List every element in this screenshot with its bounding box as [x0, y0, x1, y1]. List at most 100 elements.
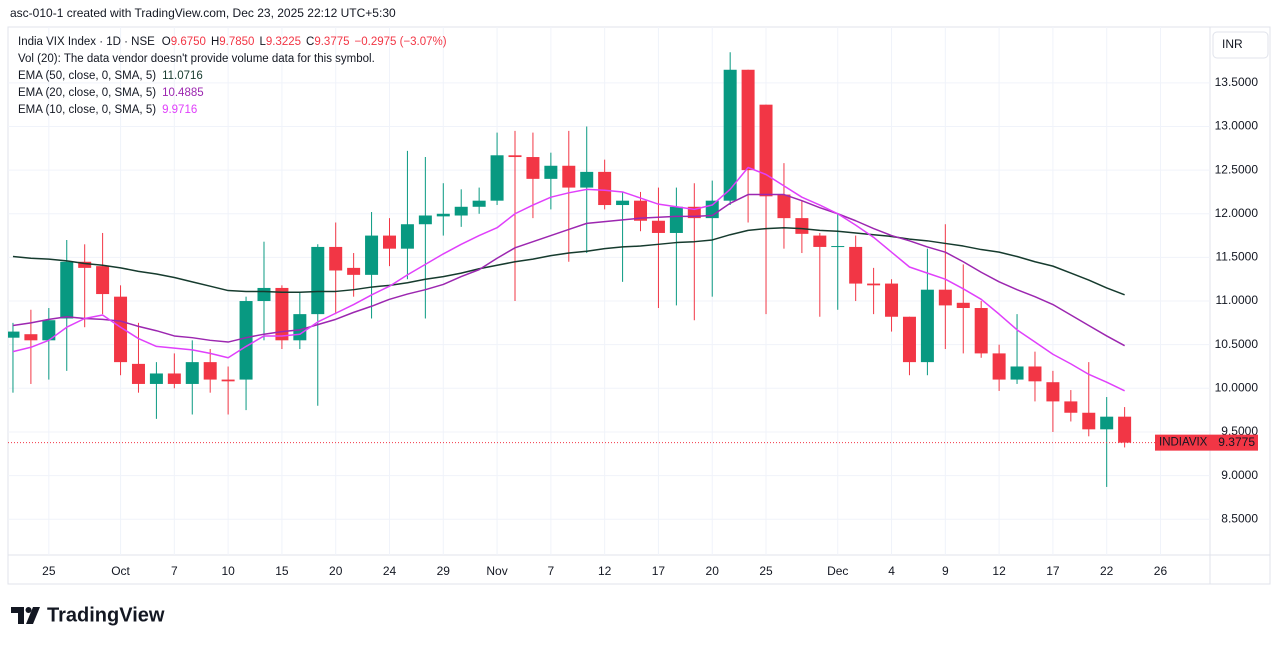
x-tick-label: Nov [486, 564, 507, 578]
candle-body [454, 206, 468, 216]
candle-body [114, 296, 128, 363]
candle-body [347, 267, 361, 275]
volume-note: Vol (20): The data vendor doesn't provid… [18, 53, 375, 65]
candle-body [867, 283, 881, 286]
candle-body [365, 235, 379, 275]
candle-body [777, 194, 791, 219]
ohlc-label: O [162, 36, 171, 48]
legend-value: 9.9716 [162, 104, 197, 116]
logo-text: TradingView [47, 604, 165, 626]
y-tick-label: 9.0000 [1221, 468, 1258, 482]
candle-body [1100, 416, 1114, 430]
candle-body [616, 200, 630, 206]
candle-body [78, 261, 92, 268]
candle-body [813, 235, 827, 247]
candle-body [741, 69, 755, 171]
legend-entry: EMA (20, close, 0, SMA, 5) 10.4885 [18, 87, 204, 99]
top-caption: asc-010-1 created with TradingView.com, … [10, 6, 396, 20]
candle-body [1028, 366, 1042, 382]
candle-body [167, 373, 181, 384]
y-tick-label: 10.0000 [1215, 380, 1259, 394]
y-tick-label: 12.5000 [1215, 162, 1259, 176]
legend-value: 11.0716 [162, 70, 203, 82]
x-tick-label: 12 [992, 564, 1006, 578]
x-tick-label: 26 [1154, 564, 1168, 578]
y-tick-label: 12.0000 [1215, 206, 1259, 220]
candle-body [1082, 412, 1096, 430]
logo-mark [26, 607, 40, 624]
logo-mark [11, 607, 24, 624]
candle-body [580, 171, 594, 188]
candle-body [634, 200, 648, 221]
header: India VIX Index · 1D · NSE O9.6750 H9.7850… [18, 36, 447, 48]
chart-frame [7, 26, 1271, 585]
y-tick-label: 11.5000 [1216, 250, 1259, 264]
x-tick-label: 29 [437, 564, 451, 578]
candle-body [418, 215, 432, 225]
symbol-name: India VIX Index · 1D · NSE [18, 36, 155, 48]
candle-body [902, 316, 916, 363]
candle-body [974, 308, 988, 354]
x-tick-label: 22 [1100, 564, 1114, 578]
y-tick-label: 13.0000 [1215, 119, 1259, 133]
candle-body [938, 289, 952, 306]
x-tick-label: Dec [827, 564, 848, 578]
legend-entry: EMA (10, close, 0, SMA, 5) 9.9716 [18, 104, 197, 116]
candle-body [8, 331, 20, 338]
legend: EMA (50, close, 0, SMA, 5) 11.0716 EMA (20… [18, 70, 204, 116]
y-tick-label: 13.5000 [1215, 75, 1259, 89]
x-tick-label: 9 [942, 564, 949, 578]
candle-body [849, 246, 863, 284]
candle-body [956, 302, 970, 309]
ohlc-value: 9.3775 [314, 36, 349, 48]
candle-body [669, 206, 683, 233]
candle-body [1010, 366, 1024, 380]
legend-value: 10.4885 [162, 87, 204, 99]
currency-button-label[interactable]: INR [1222, 37, 1243, 51]
candle-body [436, 213, 450, 217]
x-tick-label: 7 [171, 564, 178, 578]
candle-body [239, 301, 253, 380]
ohlc-value: 9.3225 [266, 36, 301, 48]
candle-body [992, 353, 1006, 380]
ema-line [12, 226, 1125, 296]
candle-body [508, 155, 522, 158]
y-tick-label: 9.5000 [1221, 424, 1258, 438]
x-tick-label: 20 [329, 564, 343, 578]
candle-body [687, 206, 701, 219]
candle-body [185, 362, 199, 384]
candle-body [544, 165, 558, 179]
x-tick-label: 25 [759, 564, 773, 578]
x-tick-label: 12 [598, 564, 612, 578]
ema-line [12, 193, 1125, 347]
change: −0.2975 (−3.07%) [355, 36, 447, 48]
candle-body [651, 220, 665, 233]
candle-body [257, 287, 271, 302]
ohlc: O9.6750 H9.7850 L9.3225 C9.3775 [162, 36, 350, 48]
candle-body [42, 320, 56, 341]
currency-button[interactable]: INR [1212, 31, 1269, 59]
logo-mark [25, 607, 32, 613]
candle-body [221, 379, 235, 382]
x-tick-label: 25 [42, 564, 56, 578]
candle-body [1046, 382, 1060, 402]
currency-button-box[interactable] [1212, 31, 1269, 59]
candle-body [885, 283, 899, 317]
x-tick-label: 20 [706, 564, 720, 578]
candle-body [1064, 401, 1078, 413]
last-price-value: 9.3775 [1218, 435, 1255, 449]
candle-body [526, 157, 540, 179]
candle-body [293, 314, 307, 341]
candle-body [329, 246, 343, 271]
legend-name: EMA (50, close, 0, SMA, 5) [18, 70, 156, 82]
candle-body [795, 218, 809, 234]
logo: TradingView [11, 604, 165, 626]
ohlc-label: H [211, 36, 219, 48]
ohlc-value: 9.6750 [171, 36, 206, 48]
candle-body [759, 104, 773, 197]
x-tick-label: 24 [383, 564, 397, 578]
candle-body [311, 246, 325, 315]
ohlc-label: L [259, 36, 266, 48]
ema-line [12, 166, 1125, 392]
candle-body [382, 235, 396, 249]
